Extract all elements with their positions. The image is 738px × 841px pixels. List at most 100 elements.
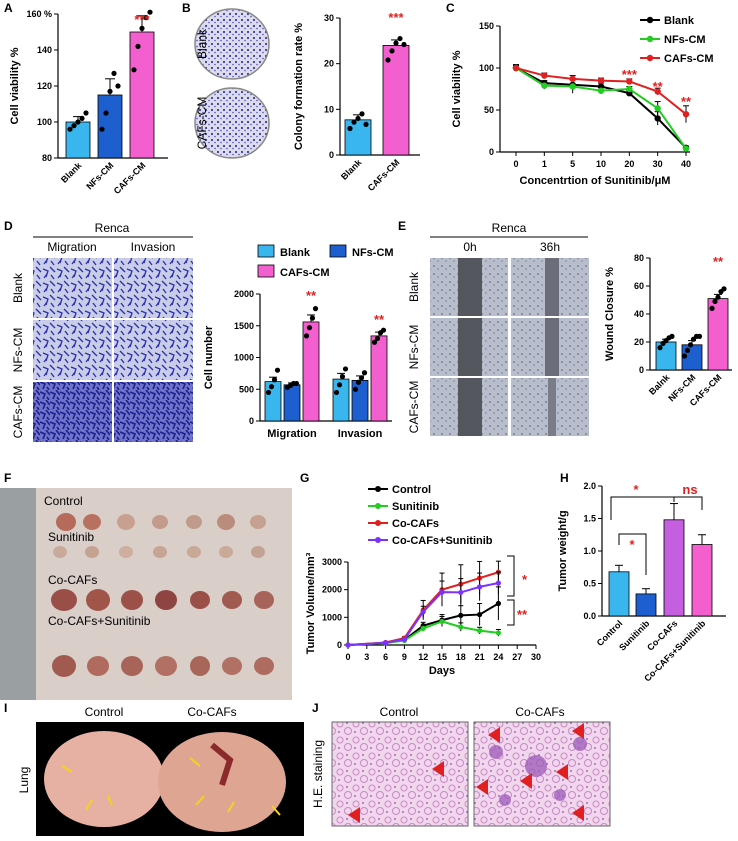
y-tick-label: 50: [484, 105, 494, 115]
bar-nfs-cm-invasion: [351, 379, 369, 422]
line-point: [477, 611, 483, 618]
data-point: [385, 57, 391, 63]
y-tick-label: 30: [324, 13, 334, 23]
y-tick-label: 0.5: [583, 579, 596, 589]
data-point: [397, 35, 403, 42]
he-col-cocafs: Co-CAFs: [515, 705, 564, 719]
legend-label: NFs-CM: [352, 247, 394, 259]
y-tick-label: 100: [479, 63, 494, 73]
transwell-title: Renca: [95, 221, 130, 235]
x-tick-label: 40: [681, 159, 691, 169]
legend-label: Blank: [280, 247, 311, 259]
legend-label: CAFs-CM: [664, 53, 714, 65]
data-point: [83, 110, 89, 116]
data-point: [657, 345, 663, 351]
data-point: [312, 306, 319, 312]
x-tick-label: 15: [437, 652, 447, 662]
data-point: [709, 305, 715, 311]
significance-bracket: [507, 555, 515, 597]
x-tick-label: 9: [402, 652, 407, 662]
x-tick-label: 10: [596, 159, 606, 169]
data-point: [342, 366, 349, 372]
data-point: [712, 298, 718, 304]
lung-photos: Control Co-CAFs Lung: [17, 705, 304, 836]
x-tick-label: 5: [570, 159, 575, 169]
x-tick-label: 12: [418, 652, 428, 662]
data-point: [355, 379, 362, 385]
wound-row-blank: Blank: [407, 271, 421, 302]
y-tick-label: 0: [329, 150, 334, 160]
line-point: [682, 145, 690, 152]
chart-d-cell-number: 0 500 1000 1500 2000 Cell number Migration Inva…: [203, 244, 394, 440]
legend-marker: [375, 486, 381, 492]
line-point: [626, 85, 633, 93]
significance-marker: **: [306, 288, 317, 303]
tumor-label-cocafs: Co-CAFs: [48, 573, 97, 587]
data-point: [721, 286, 727, 292]
y-tick-label: 20: [324, 59, 334, 69]
data-point: [363, 121, 369, 128]
he-arrows: [348, 723, 584, 823]
legend-label: Co-CAFs: [392, 518, 439, 530]
y-tick-label: 0: [337, 640, 342, 650]
bar-cafs-cm: [382, 45, 410, 156]
data-point: [336, 382, 343, 388]
colony-dish-cafs: [194, 87, 270, 159]
x-tick-label: 0: [345, 652, 350, 662]
x-tick-label: 30: [653, 159, 663, 169]
transwell-row-cafs: CAFs-CM: [11, 386, 25, 439]
y-tick-label: 80: [634, 253, 644, 263]
lung-arrows: [61, 757, 281, 816]
y-axis-title: Colony formation rate %: [293, 23, 305, 150]
x-tick-label: 0: [513, 159, 518, 169]
x-tick-label: NFs-CM: [84, 160, 115, 191]
significance-marker: ***: [388, 10, 404, 25]
significance-marker: **: [713, 254, 724, 269]
panel-letter-e: E: [398, 219, 406, 233]
line-point: [626, 78, 633, 85]
tumor-row-cocafs: [51, 589, 274, 611]
legend-swatch: [329, 244, 347, 258]
line-point: [654, 115, 661, 122]
x-tick-label: CAFs-CM: [112, 160, 148, 196]
line-point: [458, 612, 464, 618]
lung-col-cocafs: Co-CAFs: [187, 705, 236, 719]
wound-col-36h: 36h: [540, 240, 560, 254]
line-point: [654, 88, 661, 95]
data-point: [358, 375, 365, 381]
tumor-photo-background: [0, 488, 292, 700]
data-point: [347, 125, 353, 132]
colony-dish-blank: [194, 8, 270, 80]
data-point: [99, 126, 105, 132]
data-point: [393, 40, 399, 46]
line-point: [420, 609, 426, 615]
line-point: [512, 64, 520, 72]
wound-col-0h: 0h: [463, 240, 476, 254]
line-point: [541, 82, 548, 89]
transwell-nfs-invasion: [114, 320, 193, 380]
x-tick-label: 30: [531, 652, 541, 662]
x-axis-title: Days: [429, 665, 455, 677]
line-point: [495, 600, 501, 607]
x-tick-label: 18: [456, 652, 466, 662]
chart-g-tumor-volume: 0 1000 2000 3000 Tumor Volume/mm³ 0 3 6 9 12 15 18 2…: [305, 484, 541, 677]
transwell-cafs-migration: [33, 382, 112, 442]
line-point: [477, 628, 483, 634]
significance-marker: ***: [622, 67, 638, 82]
data-point: [111, 70, 117, 76]
data-point: [303, 333, 310, 339]
y-tick-label: 1.5: [583, 514, 596, 524]
transwell-nfs-migration: [33, 320, 112, 380]
legend-marker: [375, 503, 381, 509]
y-tick-label: 10: [324, 104, 334, 114]
transwell-micrographs: Renca Migration Invasion Blank NFs-CM CA…: [11, 221, 193, 442]
line-point: [495, 630, 501, 636]
bar-co-cafs: [663, 519, 685, 617]
significance-marker: *: [629, 537, 635, 552]
data-point: [361, 370, 368, 376]
significance-marker: **: [653, 79, 664, 94]
data-point: [715, 294, 721, 300]
data-point: [669, 333, 675, 339]
wound-micrographs: Renca 0h 36h Blank NFs-CM CAFs-CM: [407, 221, 589, 436]
